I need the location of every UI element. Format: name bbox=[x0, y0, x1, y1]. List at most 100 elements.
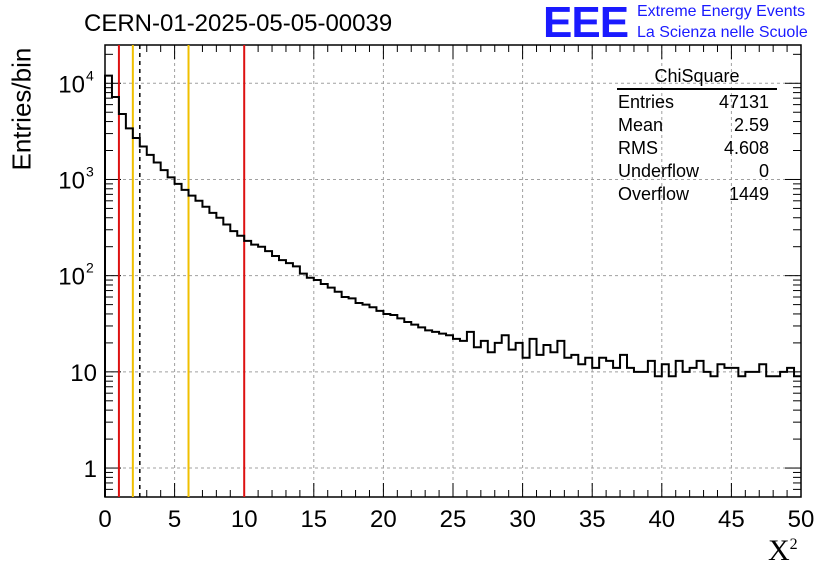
histogram-bin bbox=[585, 358, 592, 497]
histogram-bin bbox=[335, 292, 342, 497]
x-axis-label-base: X bbox=[768, 534, 790, 567]
histogram-bin bbox=[564, 358, 571, 497]
y-tick-label: 10 bbox=[70, 360, 97, 387]
histogram-bin bbox=[133, 138, 140, 497]
histogram-bin bbox=[641, 372, 648, 497]
histogram-bin bbox=[356, 303, 363, 497]
histogram-bin bbox=[189, 196, 196, 497]
stat-label: RMS bbox=[618, 138, 658, 158]
histogram-bin bbox=[794, 376, 801, 497]
histogram-bin bbox=[286, 263, 293, 497]
histogram-bin bbox=[425, 330, 432, 497]
histogram-bin bbox=[404, 322, 411, 497]
histogram-bin bbox=[342, 297, 349, 497]
histogram-bin bbox=[759, 364, 766, 497]
histogram-bin bbox=[481, 341, 488, 497]
histogram-bin bbox=[780, 372, 787, 497]
histogram-bin bbox=[724, 368, 731, 497]
histogram-bin bbox=[634, 372, 641, 497]
histogram-bin bbox=[209, 213, 216, 497]
x-tick-label: 35 bbox=[579, 506, 606, 533]
histogram-bin bbox=[523, 358, 530, 497]
y-tick-exponent: 2 bbox=[86, 260, 94, 276]
histogram-bin bbox=[502, 335, 509, 497]
stat-label: Entries bbox=[618, 92, 675, 112]
histogram-bin bbox=[265, 251, 272, 497]
histogram-bin bbox=[550, 352, 557, 497]
stat-value: 0 bbox=[758, 161, 769, 181]
histogram-bin bbox=[161, 170, 168, 497]
histogram-bin bbox=[328, 288, 335, 497]
histogram-bin bbox=[683, 372, 690, 497]
histogram-bin bbox=[390, 315, 397, 497]
stat-label: Overflow bbox=[618, 184, 690, 204]
histogram-bin bbox=[237, 236, 244, 497]
histogram-bin bbox=[752, 372, 759, 497]
x-tick-label: 10 bbox=[231, 506, 258, 533]
eee-tagline-2: La Scienza nelle Scuole bbox=[637, 24, 808, 41]
histogram-outline bbox=[104, 74, 801, 497]
run-title: CERN-01-2025-05-05-00039 bbox=[84, 10, 393, 37]
histogram-bin bbox=[745, 372, 752, 497]
histogram-bin bbox=[307, 278, 314, 497]
histogram-bin bbox=[369, 307, 376, 497]
y-tick-label: 10 bbox=[58, 167, 85, 194]
histogram-bin bbox=[376, 311, 383, 497]
histogram-bin bbox=[516, 343, 523, 497]
histogram-bin bbox=[397, 318, 404, 497]
histogram-bin bbox=[787, 368, 794, 497]
stat-label: Mean bbox=[618, 115, 664, 135]
y-tick-exponent: 4 bbox=[86, 67, 94, 83]
histogram-bin bbox=[223, 225, 230, 497]
histogram-bin bbox=[293, 266, 300, 497]
x-tick-label: 15 bbox=[300, 506, 327, 533]
histogram-bin bbox=[105, 76, 112, 497]
histogram-bin bbox=[244, 241, 251, 497]
y-tick-exponent: 3 bbox=[86, 163, 94, 179]
histogram-bin bbox=[383, 314, 390, 497]
histogram-bin bbox=[195, 201, 202, 497]
stat-row-underflow: Underflow 0 bbox=[611, 161, 777, 184]
histogram-bin bbox=[216, 218, 223, 497]
histogram-bin bbox=[230, 231, 237, 497]
histogram-bin bbox=[509, 350, 516, 497]
histogram-bin bbox=[690, 368, 697, 497]
stat-row-rms: RMS 4.608 bbox=[611, 138, 777, 161]
histogram-bin bbox=[300, 274, 307, 497]
x-tick-label: 30 bbox=[509, 506, 536, 533]
histogram-bin bbox=[620, 355, 627, 497]
stat-row-mean: Mean 2.59 bbox=[611, 115, 777, 138]
histogram-bin bbox=[578, 364, 585, 497]
stats-title: ChiSquare bbox=[617, 66, 777, 90]
x-tick-label: 25 bbox=[440, 506, 467, 533]
histogram-bin bbox=[599, 358, 606, 497]
x-axis-label: X2 bbox=[768, 534, 798, 568]
y-tick-label: 1 bbox=[84, 456, 97, 483]
histogram-bin bbox=[411, 325, 418, 497]
histogram-bin bbox=[704, 372, 711, 497]
histogram-bin bbox=[488, 352, 495, 497]
histogram-bin bbox=[446, 335, 453, 497]
stat-row-overflow: Overflow 1449 bbox=[611, 184, 777, 207]
histogram-bin bbox=[571, 355, 578, 497]
histogram-bin bbox=[717, 364, 724, 497]
stat-value: 4.608 bbox=[723, 138, 769, 158]
histogram-bin bbox=[182, 190, 189, 497]
stat-value: 1449 bbox=[728, 184, 769, 204]
x-tick-label: 50 bbox=[788, 506, 815, 533]
histogram-bin bbox=[648, 361, 655, 497]
histogram-bin bbox=[773, 376, 780, 497]
histogram-bin bbox=[460, 341, 467, 497]
histogram-bin bbox=[557, 341, 564, 497]
histogram-bin bbox=[202, 207, 209, 497]
histogram-bin bbox=[697, 361, 704, 497]
stat-value: 2.59 bbox=[733, 115, 769, 135]
histogram-bin bbox=[530, 339, 537, 497]
histogram-bin bbox=[154, 163, 161, 497]
stat-value: 47131 bbox=[718, 92, 769, 112]
histogram-bin bbox=[363, 305, 370, 497]
histogram-bin bbox=[543, 345, 550, 497]
histogram-bin bbox=[592, 368, 599, 497]
x-tick-label: 20 bbox=[370, 506, 397, 533]
histogram-bin bbox=[168, 177, 175, 497]
